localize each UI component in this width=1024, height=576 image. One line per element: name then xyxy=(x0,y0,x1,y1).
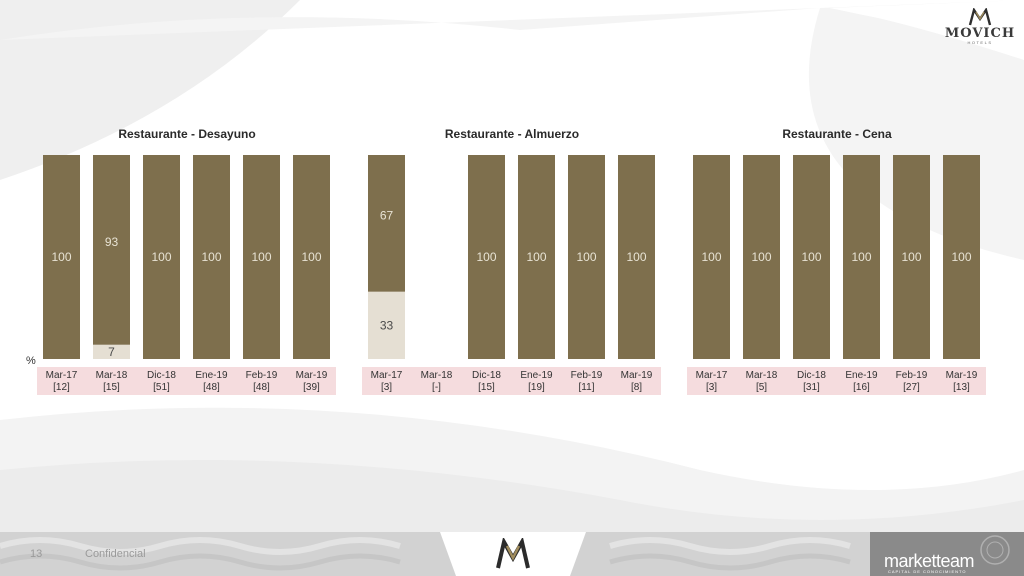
movich-m-icon xyxy=(968,8,992,26)
bar-upper-label: 93 xyxy=(105,235,119,249)
bar-lower xyxy=(368,291,405,359)
bar-upper-label: 100 xyxy=(701,250,721,264)
category-label: Mar-19 xyxy=(296,370,328,381)
chart-title-desayuno: Restaurante - Desayuno xyxy=(118,127,256,141)
bar-upper xyxy=(468,155,505,359)
category-label: Mar-18 xyxy=(96,370,128,381)
bar-upper-label: 100 xyxy=(751,250,771,264)
category-label: Dic-18 xyxy=(147,370,176,381)
logo-name: MOVICH xyxy=(944,26,1016,41)
category-label: Mar-18 xyxy=(421,370,453,381)
bar-upper-label: 100 xyxy=(576,250,596,264)
bar-upper xyxy=(93,155,130,345)
base-size-label: [3] xyxy=(381,382,392,393)
bar-upper xyxy=(143,155,180,359)
bar-upper xyxy=(518,155,555,359)
bar-upper-label: 67 xyxy=(380,208,394,222)
category-band-1 xyxy=(362,367,661,395)
base-size-label: [39] xyxy=(303,382,320,393)
base-size-label: [-] xyxy=(432,382,441,393)
bar-upper-label: 100 xyxy=(251,250,271,264)
category-label: Mar-17 xyxy=(371,370,403,381)
logo-sub: HOTELS xyxy=(967,40,993,45)
base-size-label: [48] xyxy=(203,382,220,393)
category-label: Mar-17 xyxy=(696,370,728,381)
bar-upper-label: 100 xyxy=(151,250,171,264)
chart-title-almuerzo: Restaurante - Almuerzo xyxy=(444,127,580,141)
bar-upper-label: 100 xyxy=(301,250,321,264)
base-size-label: [27] xyxy=(903,382,920,393)
category-label: Feb-19 xyxy=(896,370,928,381)
bar-upper-label: 100 xyxy=(951,250,971,264)
bar-upper-label: 100 xyxy=(851,250,871,264)
bar-upper xyxy=(743,155,780,359)
percent-unit-label: % xyxy=(26,355,36,367)
category-label: Dic-18 xyxy=(797,370,826,381)
marketteam-sub: CAPITAL DE CONOCIMIENTO xyxy=(888,569,967,574)
bar-upper xyxy=(618,155,655,359)
bar-lower-label: 7 xyxy=(108,345,115,359)
bar-upper-label: 100 xyxy=(476,250,496,264)
category-label: Mar-19 xyxy=(621,370,653,381)
base-size-label: [3] xyxy=(706,382,717,393)
bar-upper-label: 100 xyxy=(201,250,221,264)
base-size-label: [11] xyxy=(579,382,595,393)
category-label: Ene-19 xyxy=(195,370,228,381)
bar-upper xyxy=(568,155,605,359)
base-size-label: [13] xyxy=(953,382,970,393)
category-band-2 xyxy=(687,367,986,395)
base-size-label: [51] xyxy=(153,382,170,393)
movich-logo: MOVICH HOTELS xyxy=(940,6,1020,46)
base-size-label: [19] xyxy=(528,382,545,393)
bar-upper xyxy=(368,155,405,292)
bar-upper-label: 100 xyxy=(801,250,821,264)
bar-upper xyxy=(193,155,230,359)
bar-upper-label: 100 xyxy=(51,250,71,264)
bar-upper xyxy=(693,155,730,359)
chart-title-cena: Restaurante - Cena xyxy=(782,127,892,141)
confidential-label: Confidencial xyxy=(85,548,146,560)
category-label: Mar-19 xyxy=(946,370,978,381)
bar-upper xyxy=(943,155,980,359)
category-label: Mar-18 xyxy=(746,370,778,381)
footer-m-icon xyxy=(496,538,530,569)
base-size-label: [16] xyxy=(853,382,870,393)
category-label: Ene-19 xyxy=(520,370,553,381)
base-size-label: [5] xyxy=(756,382,767,393)
bar-lower-label: 33 xyxy=(380,318,394,332)
bar-upper xyxy=(243,155,280,359)
base-size-label: [8] xyxy=(631,382,642,393)
category-label: Dic-18 xyxy=(472,370,501,381)
bar-upper-label: 100 xyxy=(901,250,921,264)
bar-upper xyxy=(43,155,80,359)
bar-upper xyxy=(793,155,830,359)
bar-upper-label: 100 xyxy=(526,250,546,264)
bar-upper xyxy=(293,155,330,359)
bar-lower xyxy=(93,344,130,359)
base-size-label: [48] xyxy=(253,382,270,393)
bar-upper xyxy=(893,155,930,359)
base-size-label: [31] xyxy=(803,382,820,393)
category-band-0 xyxy=(37,367,336,395)
marketteam-logo: marketteam xyxy=(884,551,975,571)
category-label: Feb-19 xyxy=(246,370,278,381)
bar-upper-label: 100 xyxy=(626,250,646,264)
base-size-label: [12] xyxy=(53,382,70,393)
page-number: 13 xyxy=(30,548,43,560)
base-size-label: [15] xyxy=(103,382,120,393)
category-label: Ene-19 xyxy=(845,370,878,381)
category-label: Mar-17 xyxy=(46,370,78,381)
base-size-label: [15] xyxy=(478,382,495,393)
category-label: Feb-19 xyxy=(571,370,603,381)
bar-upper xyxy=(843,155,880,359)
